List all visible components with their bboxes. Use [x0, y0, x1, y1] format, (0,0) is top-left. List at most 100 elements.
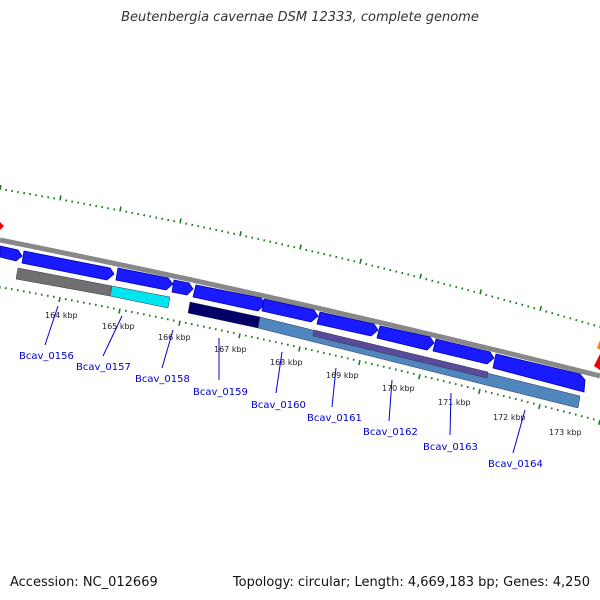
orf-block-purple[interactable]	[312, 329, 489, 379]
minor-tick	[514, 397, 517, 401]
gene-label[interactable]: Bcav_0164	[488, 459, 543, 470]
label-leader-line	[102, 315, 123, 357]
minor-tick	[509, 300, 512, 303]
minor-tick	[305, 248, 308, 252]
minor-tick	[442, 379, 445, 383]
minor-tick	[430, 377, 433, 380]
label-leader-line	[161, 329, 174, 369]
inner-tick-ring	[0, 286, 600, 426]
major-tick	[479, 289, 483, 295]
major-tick	[0, 184, 2, 191]
gene-label[interactable]: Bcav_0159	[193, 387, 248, 398]
minor-tick	[473, 290, 476, 293]
minor-tick	[545, 310, 548, 313]
gene-arrow[interactable]	[316, 311, 379, 337]
minor-tick	[317, 251, 320, 254]
label-leader-line	[512, 409, 526, 454]
minor-tick	[533, 306, 536, 310]
major-tick	[419, 273, 422, 279]
minor-tick	[353, 260, 356, 263]
minor-tick	[347, 258, 350, 261]
scale-label: 165 kbp	[102, 322, 135, 331]
genome-backbone	[0, 237, 600, 379]
minor-tick	[341, 257, 344, 260]
scale-label: 169 kbp	[326, 371, 359, 380]
minor-tick	[370, 362, 373, 366]
gene-label-leaders	[44, 305, 526, 454]
major-tick	[538, 404, 541, 410]
minor-tick	[364, 361, 367, 364]
gene-arrow[interactable]	[261, 298, 319, 323]
map-title: Beutenbergia cavernae DSM 12333, complet…	[121, 10, 479, 25]
minor-tick	[496, 393, 499, 396]
minor-tick	[581, 320, 584, 324]
minor-tick	[449, 284, 452, 287]
minor-tick	[401, 271, 404, 275]
minor-tick	[508, 396, 511, 399]
forward-gene-track	[0, 245, 586, 393]
major-tick	[59, 195, 62, 201]
gene-arrow[interactable]	[376, 325, 435, 351]
minor-tick	[472, 387, 475, 390]
minor-tick	[436, 378, 439, 381]
minor-tick	[455, 285, 458, 289]
major-tick	[418, 374, 421, 380]
gene-arrow[interactable]	[192, 284, 266, 312]
minor-tick	[521, 303, 524, 306]
minor-tick	[335, 255, 338, 259]
major-tick	[539, 305, 543, 312]
outer-tick-ring	[0, 184, 600, 328]
label-leader-line	[331, 367, 337, 408]
minor-tick	[568, 411, 571, 415]
major-tick	[358, 360, 361, 366]
scale-label: 171 kbp	[438, 398, 471, 407]
label-leader-line	[449, 392, 452, 436]
scale-label: 167 kbp	[214, 345, 247, 354]
minor-tick	[388, 366, 391, 370]
minor-tick	[527, 305, 530, 308]
gene-arrow[interactable]	[432, 338, 495, 365]
minor-tick	[580, 415, 583, 418]
gene-arrow[interactable]	[492, 353, 586, 393]
gene-labels: Bcav_0156 Bcav_0157 Bcav_0158 Bcav_0159 …	[19, 351, 543, 470]
scale-label: 173 kbp	[549, 428, 582, 437]
gene-label[interactable]: Bcav_0157	[76, 362, 131, 373]
minor-tick	[592, 418, 595, 421]
major-tick	[238, 333, 241, 339]
gene-arrow[interactable]	[21, 250, 115, 281]
minor-tick	[556, 408, 559, 412]
minor-tick	[389, 268, 392, 272]
minor-tick	[497, 297, 500, 300]
minor-tick	[383, 267, 386, 270]
minor-tick	[365, 262, 368, 266]
gene-label[interactable]: Bcav_0163	[423, 442, 478, 453]
minor-tick	[520, 399, 523, 402]
minor-tick	[329, 254, 332, 257]
gene-arrow[interactable]	[171, 279, 194, 296]
gene-label[interactable]: Bcav_0156	[19, 351, 74, 362]
major-tick	[299, 244, 302, 250]
major-tick	[239, 231, 242, 237]
minor-tick	[586, 416, 589, 419]
minor-tick	[400, 369, 403, 373]
minor-tick	[466, 385, 469, 389]
minor-tick	[406, 371, 409, 374]
gene-label[interactable]: Bcav_0158	[135, 374, 190, 385]
minor-tick	[395, 270, 398, 273]
gene-label[interactable]: Bcav_0160	[251, 400, 306, 411]
minor-tick	[413, 274, 416, 278]
gene-arrow[interactable]	[0, 245, 23, 262]
major-tick	[58, 296, 61, 303]
minor-tick	[587, 322, 590, 325]
gene-label[interactable]: Bcav_0161	[307, 413, 362, 424]
scale-label: 168 kbp	[270, 358, 303, 367]
orf-block-cyan[interactable]	[109, 285, 171, 309]
minor-tick	[532, 402, 535, 405]
minor-tick	[490, 391, 493, 395]
major-tick	[359, 258, 362, 264]
gene-arrow[interactable]	[115, 267, 174, 291]
minor-tick	[550, 407, 553, 410]
minor-tick	[563, 315, 566, 318]
gene-label[interactable]: Bcav_0162	[363, 427, 418, 438]
